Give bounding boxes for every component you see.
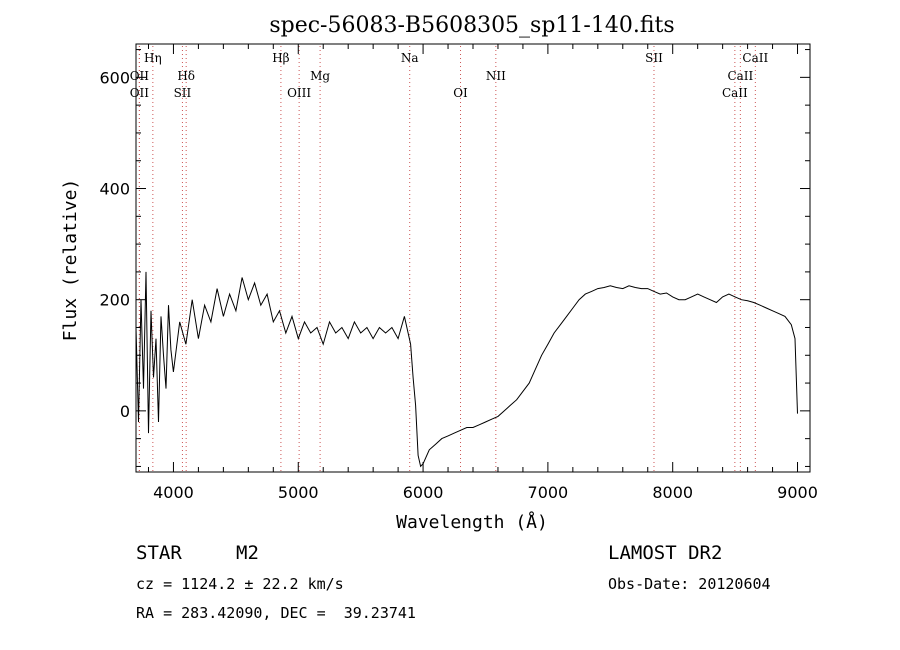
spectral-line-label: Mg [310, 69, 330, 83]
x-tick-label: 4000 [153, 483, 194, 502]
plot-frame [135, 43, 811, 473]
spectral-line-label: OI [453, 86, 468, 100]
spectral-line-label: SII [174, 86, 192, 100]
spectral-line-label: SII [645, 51, 663, 65]
spectrum-line [135, 271, 798, 468]
redshift-cz: cz = 1124.2 ± 22.2 km/s [136, 575, 344, 593]
spectral-line-label: NII [486, 69, 506, 83]
x-tick-label: 9000 [777, 483, 818, 502]
y-tick-label: 200 [99, 291, 130, 310]
y-tick-label: 0 [120, 402, 130, 421]
spectral-line-label: CaII [727, 69, 753, 83]
spectral-line-label: CaII [742, 51, 768, 65]
spectral-line-label: Hη [144, 51, 162, 65]
spectral-line-label: OII [130, 69, 150, 83]
y-tick-label: 400 [99, 180, 130, 199]
object-subclass: M2 [236, 542, 259, 564]
chart-title: spec-56083-B5608305_sp11-140.fits [269, 13, 674, 38]
x-tick-label: 6000 [403, 483, 444, 502]
spectral-line-label: OII [130, 86, 150, 100]
spectral-line-label: Na [401, 51, 419, 65]
spectral-line-label: Hδ [177, 69, 195, 83]
coordinates: RA = 283.42090, DEC = 39.23741 [136, 604, 416, 622]
object-class: STAR [136, 542, 182, 564]
spectral-line-label: OIII [287, 86, 311, 100]
y-axis-label: Flux (relative) [60, 179, 81, 342]
spectral-line-label: Hβ [272, 51, 289, 65]
spectral-line-label: CaII [722, 86, 748, 100]
x-tick-label: 7000 [528, 483, 569, 502]
obs-date: Obs-Date: 20120604 [608, 575, 771, 593]
y-tick-label: 600 [99, 68, 130, 87]
x-axis-label: Wavelength (Å) [396, 511, 548, 533]
x-tick-label: 8000 [652, 483, 693, 502]
x-tick-label: 5000 [278, 483, 319, 502]
survey-name: LAMOST DR2 [608, 542, 723, 564]
plot-area: OII OII Hη Hδ SII Hβ OIII Mg Na OI NII SII CaII CaII C… [99, 43, 818, 502]
